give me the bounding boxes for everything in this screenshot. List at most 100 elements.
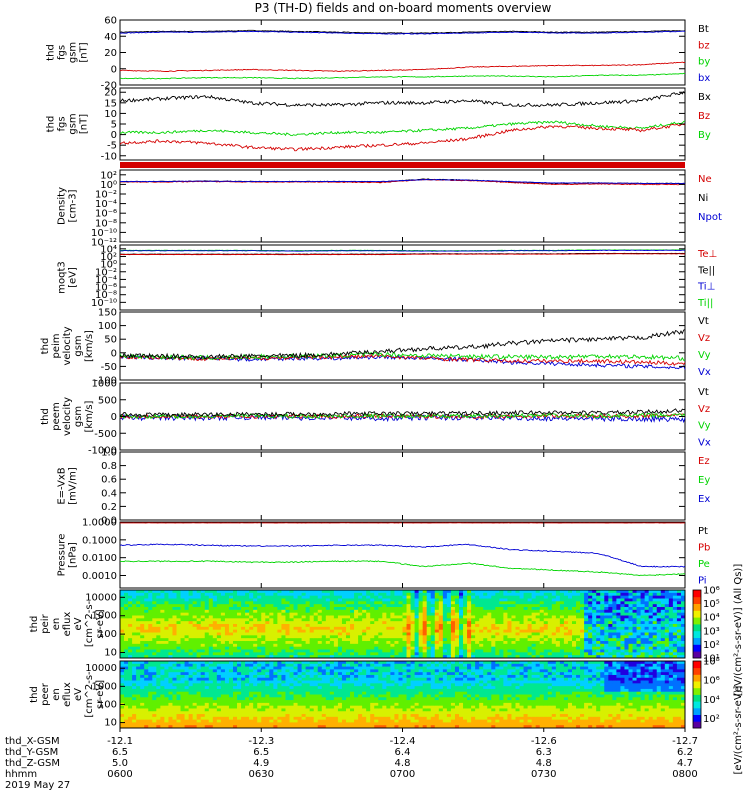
heatmap-cell bbox=[249, 689, 253, 692]
heatmap-cell bbox=[160, 607, 164, 610]
heatmap-cell bbox=[285, 599, 289, 602]
heatmap-cell bbox=[548, 644, 552, 647]
heatmap-cell bbox=[298, 672, 302, 675]
heatmap-cell bbox=[209, 610, 213, 613]
heatmap-cell bbox=[491, 644, 495, 647]
heatmap-cell bbox=[136, 641, 140, 644]
heatmap-cell bbox=[645, 616, 649, 619]
heatmap-cell bbox=[241, 700, 245, 703]
heatmap-cell bbox=[423, 647, 427, 650]
y-tick-label: 0 bbox=[111, 64, 117, 75]
heatmap-cell bbox=[136, 644, 140, 647]
heatmap-cell bbox=[241, 621, 245, 624]
heatmap-cell bbox=[314, 667, 318, 670]
heatmap-cell bbox=[600, 624, 604, 627]
heatmap-cell bbox=[588, 599, 592, 602]
heatmap-cell bbox=[358, 613, 362, 616]
heatmap-cell bbox=[306, 593, 310, 596]
heatmap-cell bbox=[185, 601, 189, 604]
heatmap-cell bbox=[306, 695, 310, 698]
heatmap-cell bbox=[536, 638, 540, 641]
heatmap-cell bbox=[261, 700, 265, 703]
y-axis-label: peem bbox=[51, 402, 62, 430]
heatmap-cell bbox=[290, 599, 294, 602]
heatmap-cell bbox=[350, 652, 354, 655]
heatmap-cell bbox=[673, 593, 677, 596]
heatmap-cell bbox=[298, 695, 302, 698]
heatmap-cell bbox=[265, 683, 269, 686]
heatmap-cell bbox=[564, 627, 568, 630]
heatmap-cell bbox=[273, 714, 277, 717]
heatmap-cell bbox=[455, 644, 459, 647]
heatmap-cell bbox=[120, 621, 124, 624]
heatmap-cell bbox=[342, 635, 346, 638]
heatmap-cell bbox=[164, 695, 168, 698]
heatmap-cell bbox=[237, 711, 241, 714]
heatmap-cell bbox=[516, 618, 520, 621]
heatmap-cell bbox=[290, 638, 294, 641]
heatmap-cell bbox=[221, 604, 225, 607]
heatmap-cell bbox=[427, 601, 431, 604]
heatmap-cell bbox=[677, 601, 681, 604]
heatmap-cell bbox=[471, 633, 475, 636]
heatmap-cell bbox=[201, 604, 205, 607]
heatmap-cell bbox=[362, 652, 366, 655]
heatmap-cell bbox=[411, 630, 415, 633]
heatmap-cell bbox=[524, 652, 528, 655]
heatmap-cell bbox=[221, 717, 225, 720]
heatmap-cell bbox=[298, 624, 302, 627]
heatmap-cell bbox=[306, 650, 310, 653]
heatmap-cell bbox=[354, 596, 358, 599]
heatmap-cell bbox=[213, 650, 217, 653]
heatmap-cell bbox=[257, 613, 261, 616]
heatmap-cell bbox=[629, 638, 633, 641]
heatmap-cell bbox=[394, 638, 398, 641]
heatmap-cell bbox=[277, 630, 281, 633]
heatmap-cell bbox=[552, 596, 556, 599]
heatmap-cell bbox=[382, 621, 386, 624]
heatmap-cell bbox=[237, 722, 241, 725]
y-tick-label: -10 bbox=[101, 151, 117, 162]
heatmap-cell bbox=[536, 621, 540, 624]
heatmap-cell bbox=[148, 675, 152, 678]
heatmap-cell bbox=[455, 599, 459, 602]
heatmap-cell bbox=[241, 633, 245, 636]
heatmap-cell bbox=[386, 601, 390, 604]
heatmap-cell bbox=[181, 641, 185, 644]
heatmap-cell bbox=[645, 621, 649, 624]
heatmap-cell bbox=[552, 599, 556, 602]
heatmap-cell bbox=[213, 675, 217, 678]
heatmap-cell bbox=[205, 706, 209, 709]
heatmap-cell bbox=[249, 692, 253, 695]
heatmap-cell bbox=[197, 635, 201, 638]
heatmap-cell bbox=[310, 717, 314, 720]
heatmap-cell bbox=[213, 601, 217, 604]
heatmap-cell bbox=[310, 644, 314, 647]
heatmap-cell bbox=[298, 697, 302, 700]
heatmap-cell bbox=[620, 627, 624, 630]
heatmap-cell bbox=[277, 647, 281, 650]
heatmap-cell bbox=[649, 652, 653, 655]
heatmap-cell bbox=[665, 624, 669, 627]
heatmap-cell bbox=[661, 624, 665, 627]
heatmap-cell bbox=[629, 618, 633, 621]
heatmap-cell bbox=[415, 652, 419, 655]
heatmap-cell bbox=[560, 613, 564, 616]
heatmap-cell bbox=[217, 664, 221, 667]
heatmap-cell bbox=[564, 599, 568, 602]
heatmap-cell bbox=[334, 624, 338, 627]
heatmap-cell bbox=[168, 618, 172, 621]
heatmap-cell bbox=[580, 627, 584, 630]
heatmap-cell bbox=[370, 599, 374, 602]
heatmap-cell bbox=[600, 635, 604, 638]
heatmap-cell bbox=[322, 624, 326, 627]
heatmap-cell bbox=[245, 692, 249, 695]
heatmap-cell bbox=[318, 717, 322, 720]
heatmap-cell bbox=[499, 618, 503, 621]
heatmap-cell bbox=[491, 647, 495, 650]
heatmap-cell bbox=[366, 621, 370, 624]
heatmap-cell bbox=[185, 697, 189, 700]
heatmap-cell bbox=[172, 601, 176, 604]
heatmap-cell bbox=[269, 672, 273, 675]
heatmap-cell bbox=[459, 633, 463, 636]
